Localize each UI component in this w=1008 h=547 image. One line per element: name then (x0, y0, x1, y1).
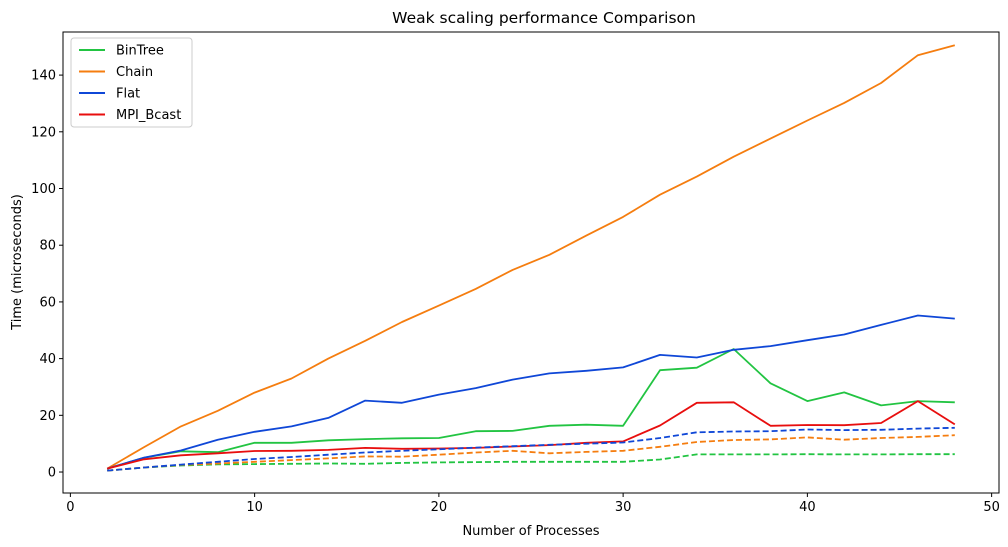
series-layer (106, 44, 956, 472)
y-tick-label: 80 (39, 239, 56, 254)
y-axis: 0 20 40 60 80 100 120 140 (31, 69, 63, 481)
legend-label-flat: Flat (116, 87, 140, 102)
legend: BinTree Chain Flat MPI_Bcast (70, 37, 193, 128)
legend-label-bintree: BinTree (116, 44, 164, 59)
x-tick-label: 50 (983, 500, 1000, 515)
y-axis-label: Time (microseconds) (10, 194, 25, 331)
series-line-dashed-4 (107, 453, 955, 472)
legend-label-mpi-bcast: MPI_Bcast (116, 108, 181, 123)
y-tick-label: 120 (31, 125, 56, 140)
x-axis-label: Number of Processes (462, 524, 599, 539)
series-line-chain (106, 44, 956, 470)
x-tick-label: 0 (66, 500, 74, 515)
legend-label-chain: Chain (116, 65, 153, 80)
legend-items: BinTree Chain Flat MPI_Bcast (79, 44, 181, 123)
plot-frame (62, 31, 1000, 494)
x-tick-label: 20 (431, 500, 448, 515)
y-tick-label: 0 (48, 466, 56, 481)
y-tick-label: 40 (39, 352, 56, 367)
plot-area (62, 31, 1000, 494)
series-line-dashed-5 (107, 434, 955, 472)
series-line-dashed-6 (107, 426, 955, 472)
y-tick-label: 20 (39, 409, 56, 424)
y-tick-label: 60 (39, 295, 56, 310)
x-tick-label: 30 (615, 500, 632, 515)
series-line-bintree (106, 348, 955, 470)
legend-box (70, 37, 193, 128)
x-axis: 0 10 20 30 40 50 (66, 493, 1000, 515)
x-tick-label: 40 (799, 500, 816, 515)
y-tick-label: 100 (31, 182, 56, 197)
chart-title: Weak scaling performance Comparison (392, 9, 696, 27)
x-tick-label: 10 (246, 500, 263, 515)
y-tick-label: 140 (31, 69, 56, 84)
series-line-flat (106, 314, 955, 470)
